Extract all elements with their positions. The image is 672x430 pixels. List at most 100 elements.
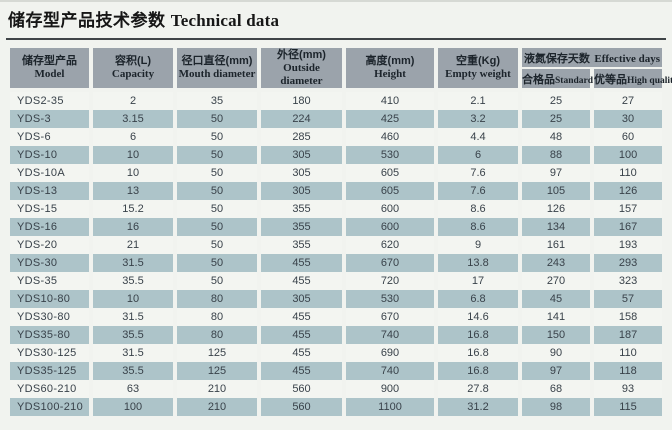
value-cell: 27.8	[438, 380, 518, 398]
table-row: YDS-30 31.5 50 455 670 13.8 243 293	[10, 254, 663, 272]
value-cell: 17	[438, 272, 518, 290]
value-cell: 110	[594, 164, 663, 182]
col-header-standard-zh: 合格品	[522, 73, 555, 86]
table-row: YDS-35 35.5 50 455 720 17 270 323	[10, 272, 663, 290]
value-cell: 16	[93, 218, 173, 236]
value-cell: 50	[177, 146, 257, 164]
value-cell: 50	[177, 236, 257, 254]
col-header-capacity: 容积(L) Capacity	[93, 48, 173, 92]
value-cell: 455	[261, 326, 342, 344]
value-cell: 35.5	[93, 326, 173, 344]
col-header-high-quality: 优等品High quality	[594, 69, 672, 92]
col-header-standard: 合格品Standard	[522, 69, 593, 92]
value-cell: 285	[261, 128, 342, 146]
value-cell: 740	[346, 326, 434, 344]
value-cell: 740	[346, 362, 434, 380]
value-cell: 600	[346, 218, 434, 236]
col-header-outside-diameter-en: Outside diameter	[280, 61, 323, 87]
model-cell: YDS100-210	[10, 398, 89, 416]
table-row: YDS30-125 31.5 125 455 690 16.8 90 110	[10, 344, 663, 362]
value-cell: 305	[261, 164, 342, 182]
col-header-height-zh: 高度(mm)	[365, 55, 415, 67]
value-cell: 6	[93, 128, 173, 146]
value-cell: 323	[594, 272, 663, 290]
value-cell: 224	[261, 110, 342, 128]
col-header-empty-weight-zh: 空重(Kg)	[456, 55, 500, 67]
value-cell: 2.1	[438, 92, 518, 110]
value-cell: 670	[346, 254, 434, 272]
technical-data-table: 储存型产品 Model 容积(L) Capacity 径口直径(mm) Mout…	[6, 48, 672, 416]
value-cell: 105	[522, 182, 590, 200]
model-cell: YDS-13	[10, 182, 89, 200]
value-cell: 110	[594, 344, 663, 362]
value-cell: 88	[522, 146, 590, 164]
value-cell: 530	[346, 146, 434, 164]
value-cell: 425	[346, 110, 434, 128]
value-cell: 25	[522, 110, 590, 128]
table-row: YDS100-210 100 210 560 1100 31.2 98 115	[10, 398, 663, 416]
value-cell: 60	[594, 128, 663, 146]
value-cell: 210	[177, 398, 257, 416]
value-cell: 4.4	[438, 128, 518, 146]
value-cell: 57	[594, 290, 663, 308]
model-cell: YDS-15	[10, 200, 89, 218]
value-cell: 6.8	[438, 290, 518, 308]
model-cell: YDS30-80	[10, 308, 89, 326]
value-cell: 690	[346, 344, 434, 362]
model-cell: YDS10-80	[10, 290, 89, 308]
col-header-effective-days-zh: 液氮保存天数	[523, 52, 590, 65]
value-cell: 305	[261, 290, 342, 308]
value-cell: 50	[177, 128, 257, 146]
value-cell: 293	[594, 254, 663, 272]
value-cell: 7.6	[438, 182, 518, 200]
value-cell: 35.5	[93, 272, 173, 290]
value-cell: 118	[594, 362, 663, 380]
col-header-capacity-en: Capacity	[111, 68, 155, 80]
value-cell: 9	[438, 236, 518, 254]
page-title-en: Technical data	[170, 11, 280, 30]
col-header-model-zh: 储存型产品	[22, 55, 77, 67]
table-row: YDS-3 3.15 50 224 425 3.2 25 30	[10, 110, 663, 128]
col-header-mouth-diameter-en: Mouth diameter	[178, 68, 256, 80]
value-cell: 16.8	[438, 362, 518, 380]
model-cell: YDS-10	[10, 146, 89, 164]
value-cell: 80	[177, 326, 257, 344]
value-cell: 97	[522, 164, 590, 182]
col-header-high-quality-en: High quality	[627, 75, 672, 86]
value-cell: 8.6	[438, 218, 518, 236]
value-cell: 2	[93, 92, 173, 110]
table-header: 储存型产品 Model 容积(L) Capacity 径口直径(mm) Mout…	[10, 48, 672, 92]
value-cell: 3.15	[93, 110, 173, 128]
model-cell: YDS30-125	[10, 344, 89, 362]
value-cell: 3.2	[438, 110, 518, 128]
value-cell: 8.6	[438, 200, 518, 218]
title-divider	[6, 38, 666, 40]
value-cell: 50	[177, 182, 257, 200]
value-cell: 161	[522, 236, 590, 254]
value-cell: 180	[261, 92, 342, 110]
value-cell: 80	[177, 308, 257, 326]
table-row: YDS-15 15.2 50 355 600 8.6 126 157	[10, 200, 663, 218]
value-cell: 125	[177, 362, 257, 380]
table-row: YDS-13 13 50 305 605 7.6 105 126	[10, 182, 663, 200]
value-cell: 10	[93, 290, 173, 308]
value-cell: 50	[177, 218, 257, 236]
value-cell: 63	[93, 380, 173, 398]
value-cell: 50	[177, 110, 257, 128]
value-cell: 270	[522, 272, 590, 290]
value-cell: 355	[261, 236, 342, 254]
value-cell: 31.5	[93, 308, 173, 326]
value-cell: 30	[594, 110, 663, 128]
value-cell: 720	[346, 272, 434, 290]
model-cell: YDS-16	[10, 218, 89, 236]
value-cell: 243	[522, 254, 590, 272]
col-header-model-en: Model	[34, 68, 65, 80]
value-cell: 134	[522, 218, 590, 236]
value-cell: 600	[346, 200, 434, 218]
value-cell: 900	[346, 380, 434, 398]
model-cell: YDS35-125	[10, 362, 89, 380]
value-cell: 560	[261, 380, 342, 398]
value-cell: 50	[177, 254, 257, 272]
value-cell: 16.8	[438, 344, 518, 362]
value-cell: 31.2	[438, 398, 518, 416]
